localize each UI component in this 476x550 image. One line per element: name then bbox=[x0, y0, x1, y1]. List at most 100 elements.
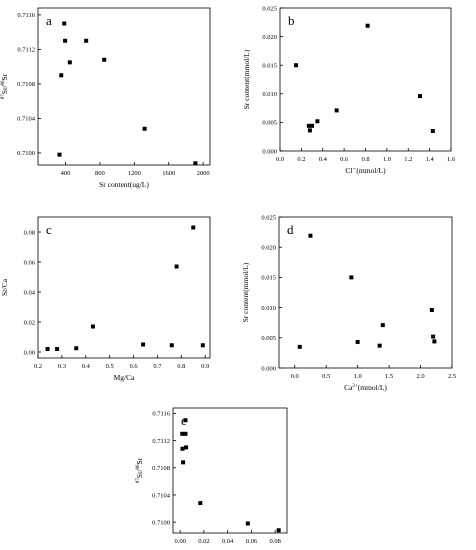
x-tick-label: 0.00 bbox=[174, 538, 185, 545]
y-tick-label: 0.020 bbox=[261, 245, 276, 252]
data-point bbox=[184, 445, 189, 450]
x-tick-label: 1.0 bbox=[383, 156, 391, 163]
y-tick-label: 0.7112 bbox=[17, 47, 35, 54]
y-tick-label: 0.000 bbox=[261, 365, 276, 372]
data-point bbox=[84, 38, 89, 43]
data-point bbox=[74, 346, 79, 351]
data-point bbox=[365, 23, 370, 28]
data-point bbox=[67, 60, 72, 65]
x-axis-label: Sr/Ca bbox=[221, 548, 239, 550]
plot-frame bbox=[37, 216, 211, 359]
data-point bbox=[169, 343, 174, 348]
data-point bbox=[355, 340, 360, 345]
data-point bbox=[174, 264, 179, 269]
y-tick-label: 0.025 bbox=[261, 214, 276, 221]
plot-frame bbox=[278, 216, 453, 369]
plot-frame bbox=[37, 7, 211, 166]
x-tick-label: 0.6 bbox=[129, 363, 138, 370]
plot-frame bbox=[172, 407, 288, 534]
data-point bbox=[180, 446, 185, 451]
x-tick-label: 0.9 bbox=[201, 363, 209, 370]
y-tick-label: 0.04 bbox=[24, 289, 36, 296]
y-axis-label: 87Sr/86Sr bbox=[135, 457, 144, 483]
data-point bbox=[306, 123, 311, 128]
y-tick-label: 0.7108 bbox=[17, 81, 35, 88]
y-axis-label: Sr content(mmol/L) bbox=[241, 262, 250, 322]
x-tick-label: 0.08 bbox=[269, 538, 280, 545]
x-tick-label: 2.5 bbox=[448, 373, 456, 380]
data-point bbox=[45, 347, 50, 351]
y-tick-label: 0.7116 bbox=[17, 12, 35, 19]
x-axis-label: Sr content(ug/L) bbox=[99, 180, 149, 189]
x-tick-label: 0.4 bbox=[82, 363, 91, 370]
y-axis-label: Sr content(mmol/L) bbox=[242, 49, 251, 109]
y-tick-label: 0.7104 bbox=[17, 116, 36, 123]
y-tick-label: 0.06 bbox=[24, 259, 36, 266]
data-point bbox=[181, 460, 186, 465]
x-tick-label: 0.4 bbox=[319, 156, 328, 163]
x-tick-label: 0.7 bbox=[153, 363, 162, 370]
data-point bbox=[349, 275, 354, 280]
x-axis-label: Mg/Ca bbox=[114, 373, 136, 382]
x-tick-label: 2000 bbox=[197, 170, 210, 177]
data-point bbox=[418, 94, 423, 99]
data-point bbox=[142, 126, 147, 131]
data-point bbox=[334, 108, 339, 113]
data-point bbox=[315, 119, 320, 124]
x-tick-label: 1.0 bbox=[354, 373, 362, 380]
y-tick-label: 0.7112 bbox=[152, 438, 170, 445]
y-tick-label: 0.08 bbox=[24, 229, 35, 236]
y-tick-label: 0.7100 bbox=[152, 519, 170, 526]
x-tick-label: 400 bbox=[61, 170, 71, 177]
data-point bbox=[183, 418, 188, 423]
data-point bbox=[200, 343, 205, 348]
x-tick-label: 0.02 bbox=[198, 538, 209, 545]
y-tick-label: 0.005 bbox=[262, 120, 277, 127]
x-tick-label: 0.8 bbox=[177, 363, 185, 370]
y-tick-label: 0.025 bbox=[262, 5, 277, 12]
x-tick-label: 1600 bbox=[162, 170, 175, 177]
x-tick-label: 1.5 bbox=[385, 373, 393, 380]
data-point bbox=[377, 343, 382, 348]
data-point bbox=[183, 431, 188, 436]
data-point bbox=[431, 334, 436, 339]
y-tick-label: 0.010 bbox=[261, 305, 276, 312]
x-tick-label: 0.3 bbox=[58, 363, 66, 370]
x-tick-label: 0.5 bbox=[106, 363, 114, 370]
data-point bbox=[193, 161, 198, 166]
x-tick-label: 0.8 bbox=[361, 156, 369, 163]
y-tick-label: 0.7104 bbox=[152, 492, 171, 499]
x-tick-label: 1.2 bbox=[404, 156, 412, 163]
y-tick-label: 0.010 bbox=[262, 91, 277, 98]
data-point bbox=[294, 63, 299, 68]
x-tick-label: 0.2 bbox=[297, 156, 305, 163]
y-axis-label: 87Sr/86Sr bbox=[0, 73, 9, 99]
panel-letter: b bbox=[288, 13, 295, 28]
x-tick-label: 0.6 bbox=[340, 156, 349, 163]
data-point bbox=[430, 128, 435, 133]
data-point bbox=[62, 21, 67, 26]
data-point bbox=[198, 501, 203, 506]
data-point bbox=[63, 38, 68, 43]
x-tick-label: 800 bbox=[95, 170, 105, 177]
x-tick-label: 0.2 bbox=[34, 363, 42, 370]
x-tick-label: 1.4 bbox=[426, 156, 435, 163]
y-tick-label: 0.7100 bbox=[17, 150, 35, 157]
y-axis-label: Sr/Ca bbox=[0, 278, 9, 296]
y-tick-label: 0.020 bbox=[262, 34, 277, 41]
x-axis-label: Ca2+(mmol/L) bbox=[344, 383, 387, 392]
y-tick-label: 0.005 bbox=[261, 335, 276, 342]
y-tick-label: 0.02 bbox=[24, 319, 35, 326]
panel-c: c 0.2 0.3 0.4 0.5 0.6 0.7 0.8 0.9 0.00 0.02 0.04 0.0… bbox=[0, 216, 211, 382]
x-tick-label: 0.0 bbox=[291, 373, 299, 380]
data-point bbox=[180, 431, 185, 436]
x-tick-label: 1200 bbox=[128, 170, 141, 177]
y-tick-label: 0.7116 bbox=[152, 411, 170, 418]
y-tick-label: 0.00 bbox=[24, 349, 35, 356]
data-point bbox=[59, 73, 64, 78]
data-point bbox=[297, 344, 302, 349]
data-point bbox=[55, 347, 60, 351]
x-axis-label: Cl⁻(mmol/L) bbox=[345, 166, 386, 175]
data-point bbox=[380, 323, 385, 328]
